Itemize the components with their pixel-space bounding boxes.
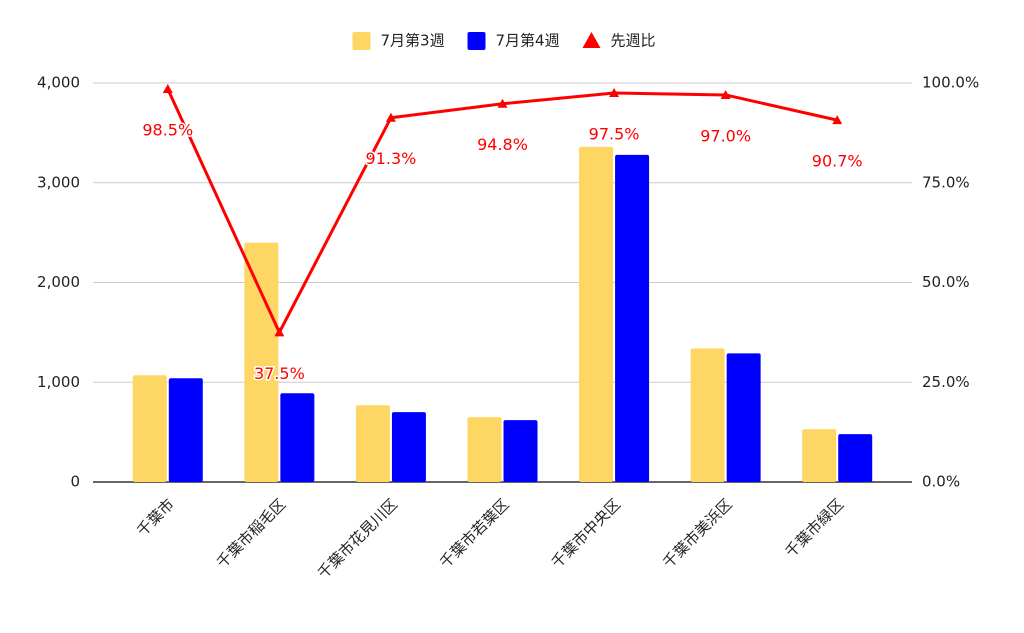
- legend-swatch: [582, 32, 601, 48]
- data-label: 90.7%: [812, 152, 863, 171]
- data-label: 37.5%: [254, 364, 305, 383]
- data-label: 94.8%: [477, 135, 528, 154]
- bar: [132, 375, 167, 482]
- x-tick-label: 千葉市稲毛区: [213, 495, 289, 571]
- bar: [579, 146, 614, 482]
- x-tick-label: 千葉市中央区: [548, 495, 624, 571]
- y2-tick-label: 0.0%: [922, 473, 960, 491]
- line-marker: [832, 115, 843, 125]
- data-label: 97.0%: [700, 126, 751, 145]
- data-label: 97.5%: [589, 124, 640, 143]
- bar: [391, 412, 426, 482]
- legend-label: 先週比: [611, 32, 656, 50]
- data-label: 98.5%: [142, 120, 193, 139]
- bar: [726, 353, 761, 482]
- bar: [244, 242, 279, 482]
- y2-tick-label: 75.0%: [922, 173, 970, 191]
- line-marker: [720, 89, 731, 99]
- y-tick-label: 2,000: [37, 273, 80, 291]
- legend-label: 7月第4週: [496, 32, 560, 50]
- bar: [690, 348, 725, 482]
- x-tick-label: 千葉市花見川区: [314, 495, 401, 582]
- line-marker: [274, 327, 285, 337]
- bar: [355, 405, 390, 482]
- bar: [168, 378, 203, 482]
- x-tick-label: 千葉市美浜区: [659, 495, 735, 571]
- bar: [280, 393, 315, 482]
- bar: [503, 420, 538, 482]
- bar: [802, 429, 837, 482]
- line-marker: [497, 98, 508, 108]
- bar: [467, 417, 502, 482]
- legend-label: 7月第3週: [381, 32, 445, 50]
- x-tick-label: 千葉市: [133, 495, 178, 540]
- bar: [838, 434, 873, 482]
- y2-tick-label: 50.0%: [922, 273, 970, 291]
- data-label: 91.3%: [366, 149, 417, 168]
- y-tick-label: 1,000: [37, 373, 80, 391]
- y2-tick-label: 100.0%: [922, 74, 979, 92]
- y-tick-label: 3,000: [37, 173, 80, 191]
- y2-tick-label: 25.0%: [922, 373, 970, 391]
- line-marker: [609, 87, 620, 97]
- line-marker: [162, 83, 173, 93]
- x-tick-label: 千葉市緑区: [781, 495, 847, 561]
- legend-swatch: [467, 32, 486, 50]
- y-tick-label: 4,000: [37, 74, 80, 92]
- line-marker: [385, 112, 396, 122]
- legend-swatch: [352, 32, 371, 50]
- x-tick-label: 千葉市若葉区: [436, 495, 512, 571]
- y-tick-label: 0: [70, 473, 80, 491]
- bar: [615, 154, 650, 482]
